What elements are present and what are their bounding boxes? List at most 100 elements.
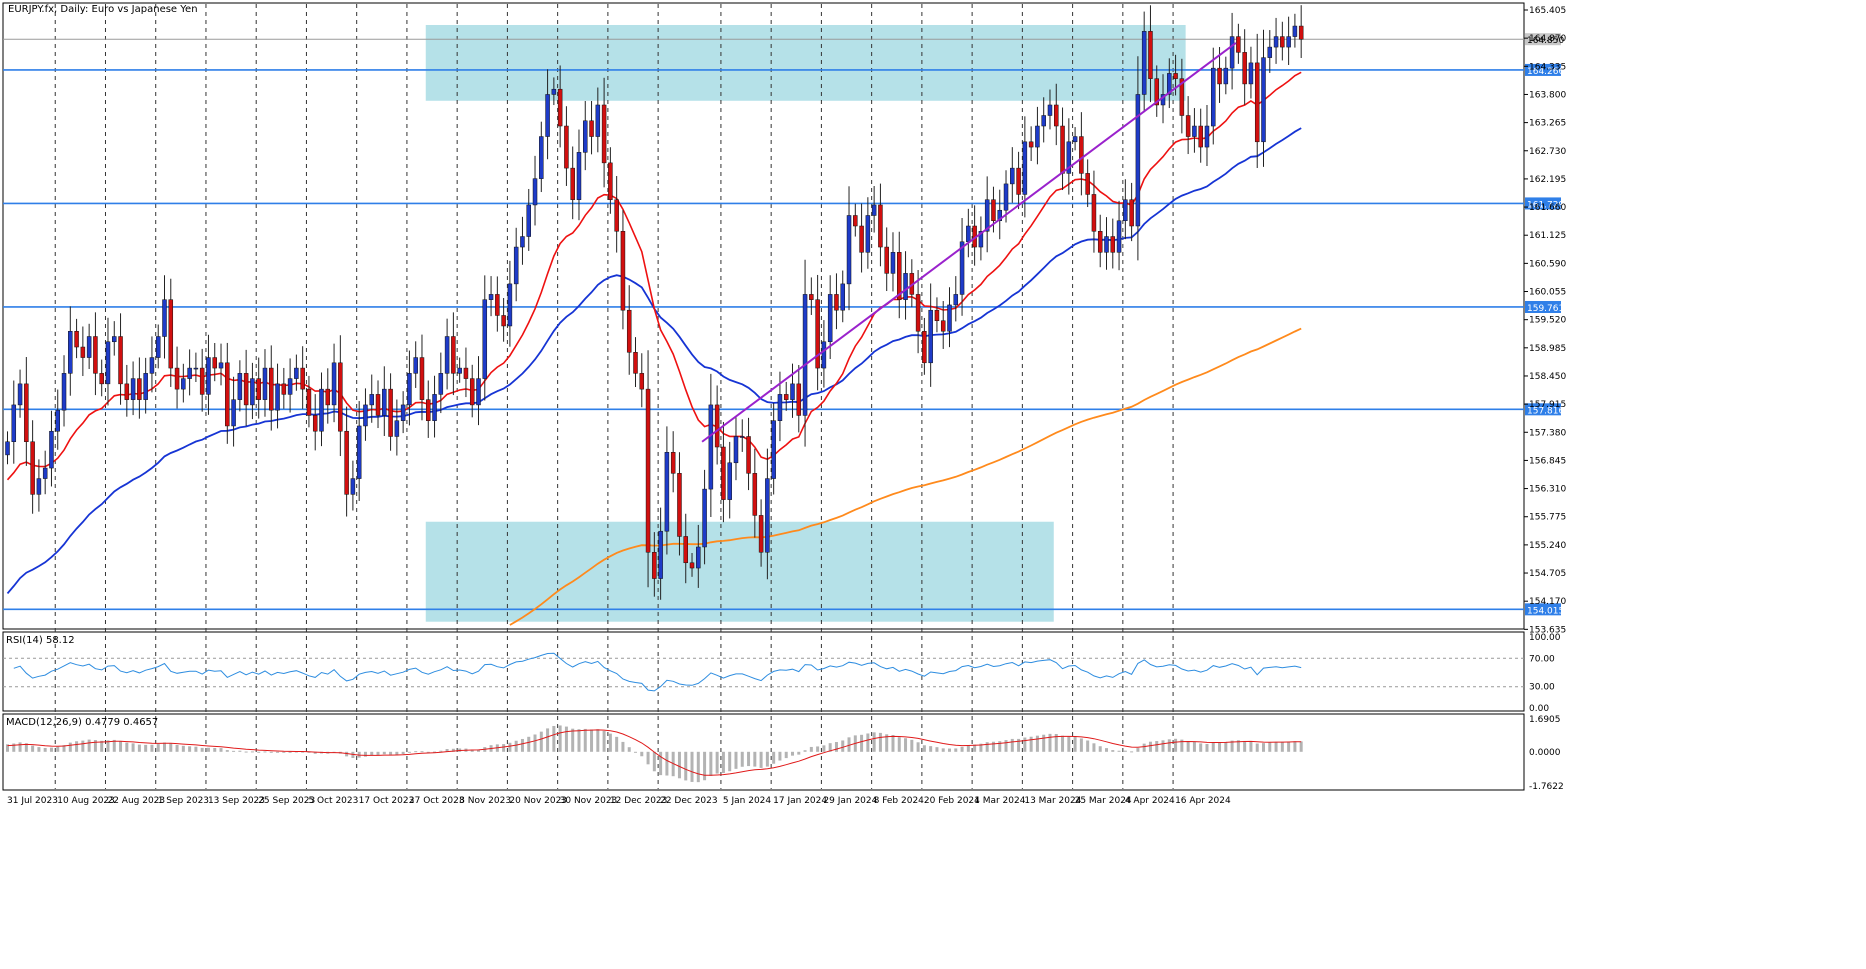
price-tick-label: 157.380 [1529, 428, 1566, 438]
price-tick-label: 160.055 [1529, 288, 1566, 298]
price-tick-label: 165.405 [1529, 6, 1566, 16]
candle-bull [187, 367, 192, 379]
candle-bull [740, 436, 745, 438]
candle-bull [871, 204, 877, 216]
candle-bull [539, 136, 544, 179]
macd-histogram-bar [1205, 744, 1209, 752]
candle-bear [1217, 67, 1222, 85]
rsi-panel[interactable] [2, 631, 1525, 712]
price-tick-label: 158.985 [1529, 344, 1566, 354]
macd-histogram-bar [1230, 740, 1234, 752]
candle-bear [639, 373, 645, 390]
macd-histogram-bar [1224, 741, 1228, 752]
macd-tick-label: -1.7622 [1529, 782, 1564, 792]
horizontal-levels[interactable] [3, 38, 1524, 611]
macd-histogram-bar [232, 750, 236, 752]
candle-bull [287, 378, 293, 395]
candle-bull [149, 357, 155, 374]
macd-histogram-bar [68, 742, 72, 752]
candle-bull [1192, 125, 1197, 137]
macd-histogram-bar [1017, 738, 1021, 752]
candle-bull [1066, 141, 1072, 174]
macd-histogram-bar [621, 741, 625, 752]
level-price-label: 157.816 [1527, 406, 1564, 416]
macd-histogram-bar [1117, 750, 1121, 752]
macd-histogram-bar [703, 751, 707, 781]
macd-histogram-bar [539, 731, 543, 752]
trendline[interactable] [701, 42, 1237, 443]
candle-bull [1261, 57, 1266, 143]
price-tick-label: 159.520 [1529, 316, 1566, 326]
candle-bear [269, 367, 274, 411]
macd-histogram-bar [1136, 748, 1140, 752]
price-tick-label: 157.915 [1529, 400, 1566, 410]
candle-bear [501, 315, 506, 327]
macd-histogram-bar [740, 751, 744, 767]
candle-bull [953, 294, 959, 306]
candle-bull [369, 394, 374, 406]
rsi-indicator: 100.00 70.00 30.00 0.00 [3, 633, 1561, 714]
macd-histogram-bar [564, 726, 568, 752]
candle-bull [959, 241, 965, 295]
candle-bull [193, 367, 199, 370]
macd-histogram-bar [18, 742, 22, 752]
macd-histogram-bar [175, 744, 179, 752]
candle-bear [225, 362, 230, 427]
macd-histogram-bar [954, 748, 958, 752]
macd-histogram-bar [156, 744, 160, 752]
candle-bear [645, 388, 651, 553]
macd-histogram-bar [684, 751, 688, 781]
macd-histogram-bar [784, 751, 788, 759]
candle-bull [400, 404, 406, 421]
macd-histogram-bar [948, 748, 951, 752]
candle-bear [1242, 52, 1247, 85]
macd-histogram-bar [37, 747, 41, 752]
macd-histogram-bar [809, 746, 813, 752]
candle-bear [118, 336, 123, 385]
macd-histogram-bar [1054, 733, 1058, 752]
candle-bear [758, 515, 764, 553]
macd-histogram-bar [577, 729, 581, 752]
candle-bull [1104, 236, 1109, 253]
macd-histogram-bar [546, 728, 550, 752]
macd-histogram-bar [288, 751, 292, 753]
date-label: 4 Apr 2024 [1125, 796, 1175, 806]
candle-bear [388, 388, 393, 437]
macd-histogram-bar [200, 747, 204, 752]
macd-histogram-bar [1180, 739, 1184, 752]
candle-bull [513, 246, 519, 285]
macd-histogram-bar [747, 751, 751, 767]
candle-bear [451, 336, 456, 374]
macd-histogram-bar [307, 751, 311, 753]
macd-histogram-bar [866, 733, 870, 752]
candle-bear [859, 225, 864, 253]
date-label: 8 Nov 2023 [459, 796, 511, 806]
candle-bull [1135, 94, 1141, 227]
macd-histogram-bar [916, 742, 920, 752]
price-tick-label: 163.265 [1529, 119, 1566, 129]
candle-bull [545, 94, 550, 137]
candle-bear [614, 199, 619, 232]
macd-histogram-bar [370, 751, 374, 756]
candle-bull [1211, 67, 1216, 127]
candle-bear [1280, 36, 1285, 48]
macd-histogram-bar [1111, 750, 1115, 752]
candle-bear [375, 394, 381, 416]
candle-bull [407, 373, 412, 406]
candle-bear [853, 215, 858, 227]
vertical-grid [54, 4, 1174, 789]
candle-bear [174, 367, 180, 390]
candle-bear [626, 309, 632, 353]
macd-histogram-bar [960, 746, 964, 752]
candle-bull [394, 420, 400, 437]
candle-bull [1292, 25, 1298, 37]
macd-histogram-bar [206, 747, 210, 752]
level-price-label: 154.015 [1527, 606, 1564, 616]
candle-bear [884, 246, 889, 274]
macd-histogram-bar [1029, 736, 1033, 752]
macd-panel[interactable] [2, 713, 1525, 791]
candle-bull [143, 373, 148, 400]
date-label: 29 Jan 2024 [823, 796, 877, 806]
candle-bull [733, 436, 739, 464]
